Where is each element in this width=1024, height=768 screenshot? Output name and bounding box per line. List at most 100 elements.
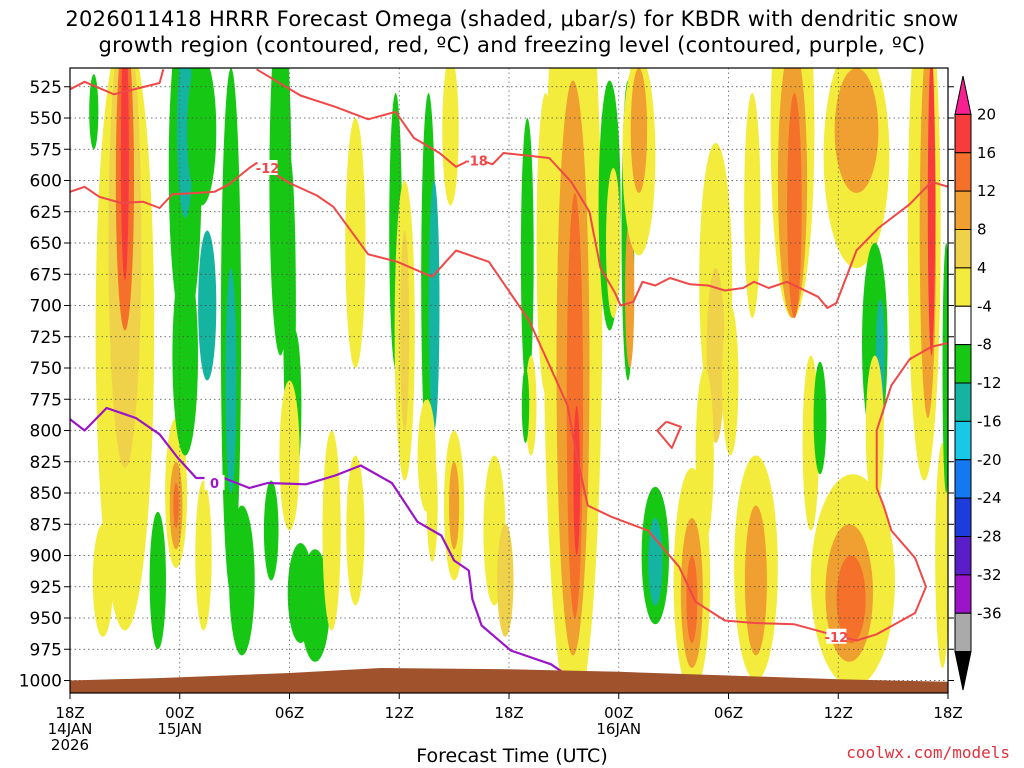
omega-cell [442, 68, 459, 206]
x-tick-label: 15JAN [157, 720, 202, 738]
omega-cell [187, 68, 217, 206]
y-tick-label: 600 [30, 172, 62, 192]
x-axis-label: Forecast Time (UTC) [416, 745, 608, 767]
omega-cell [172, 255, 198, 456]
contour-lines [70, 68, 948, 676]
omega-cell [263, 480, 279, 581]
colorbar-label: -12 [977, 374, 1002, 392]
title-line-2: growth region (contoured, red, ºC) and f… [98, 33, 926, 57]
y-tick-label: 900 [30, 547, 62, 567]
colorbar-label: -32 [977, 566, 1002, 584]
omega-cell [744, 505, 767, 656]
y-tick-label: 800 [30, 422, 62, 442]
x-tick-label: 18Z [494, 704, 523, 722]
omega-cell [927, 68, 936, 356]
omega-cell [322, 430, 341, 631]
colorbar-label: -28 [977, 528, 1002, 546]
omega-cell [173, 483, 179, 528]
x-tick-label: 06Z [275, 704, 304, 722]
y-tick-label: 550 [30, 109, 62, 129]
colorbar-swatch [954, 152, 972, 192]
freezing-level-contour [70, 406, 567, 676]
omega-cell [865, 355, 884, 506]
y-tick-label: 675 [30, 265, 62, 285]
omega-cell [606, 168, 621, 318]
omega-shading [89, 68, 948, 693]
omega-cell [497, 524, 514, 637]
omega-cell [346, 455, 365, 606]
colorbar-swatch [954, 536, 972, 576]
colorbar-label: -4 [977, 297, 992, 315]
contour-label: -12 [256, 162, 280, 177]
y-tick-label: 1000 [19, 672, 62, 692]
grid-lines [70, 68, 948, 693]
x-tick-label: 12Z [385, 704, 414, 722]
colorbar-swatch [954, 497, 972, 537]
omega-cell [520, 118, 534, 393]
y-tick-label: 700 [30, 297, 62, 317]
y-tick-label: 575 [30, 140, 62, 160]
omega-cell [300, 549, 330, 662]
x-tick-label: 18Z [55, 704, 84, 722]
y-tick-label: 825 [30, 453, 62, 473]
credit-link[interactable]: coolwx.com/models [846, 743, 1010, 762]
omega-cell [630, 68, 648, 193]
omega-cell [195, 480, 212, 631]
colorbar-swatch [954, 75, 972, 115]
omega-cell [400, 230, 410, 431]
omega-cell [345, 118, 366, 368]
y-axis: 525 550 575 600 625 650 675 700 725 750 775 800 825 8… [19, 78, 954, 692]
y-tick-label: 725 [30, 328, 62, 348]
colorbar-swatch [954, 612, 972, 653]
colorbar-label: -36 [977, 604, 1002, 622]
contour-label-bg [204, 475, 225, 490]
colorbar-swatch [954, 344, 972, 384]
omega-cell [229, 505, 255, 656]
terrain-fill [70, 668, 948, 693]
colorbar-label: -16 [977, 412, 1002, 430]
omega-cell [566, 193, 584, 618]
contour-labels: -12 -18 -12 0 [204, 152, 848, 646]
omega-cell [695, 368, 714, 543]
omega-cell [625, 218, 635, 368]
colorbar-label: -8 [977, 336, 992, 354]
title-line-1: 2026011418 HRRR Forecast Omega (shaded, … [65, 7, 959, 31]
colorbar-swatch [954, 267, 972, 307]
x-tick-label: 00Z [604, 704, 633, 722]
plot-area [70, 68, 948, 693]
contour-label: -18 [464, 155, 488, 170]
colorbar-swatch [954, 190, 972, 230]
omega-cell [149, 511, 166, 650]
omega-cell [722, 305, 739, 456]
colorbar-swatch [954, 574, 972, 614]
x-tick-label: 06Z [714, 704, 743, 722]
x-tick-label: 12Z [824, 704, 853, 722]
colorbar-swatch [954, 459, 972, 499]
contour-label-bg [257, 160, 278, 175]
colorbar-swatch [954, 382, 972, 422]
omega-cell [120, 68, 129, 281]
y-tick-label: 875 [30, 515, 62, 535]
omega-cell [521, 368, 530, 443]
omega-cell [787, 93, 802, 318]
y-tick-label: 975 [30, 640, 62, 660]
colorbar-label: 16 [977, 144, 996, 162]
y-tick-label: 925 [30, 578, 62, 598]
colorbar-label: -20 [977, 451, 1002, 469]
terrain [70, 668, 948, 693]
y-tick-label: 850 [30, 484, 62, 504]
colorbar-label: -24 [977, 489, 1002, 507]
omega-cell [92, 524, 113, 637]
colorbar-swatch [954, 305, 972, 346]
colorbar-swatch [954, 229, 972, 269]
omega-cell [426, 449, 438, 562]
x-tick-label: 2026 [51, 736, 89, 754]
omega-cell [449, 461, 460, 550]
omega-cell [573, 405, 580, 556]
colorbar-swatch [954, 651, 972, 691]
colorbar-label: 8 [977, 221, 987, 239]
contour-label-bg [826, 628, 847, 644]
colorbar-swatch [954, 113, 972, 154]
